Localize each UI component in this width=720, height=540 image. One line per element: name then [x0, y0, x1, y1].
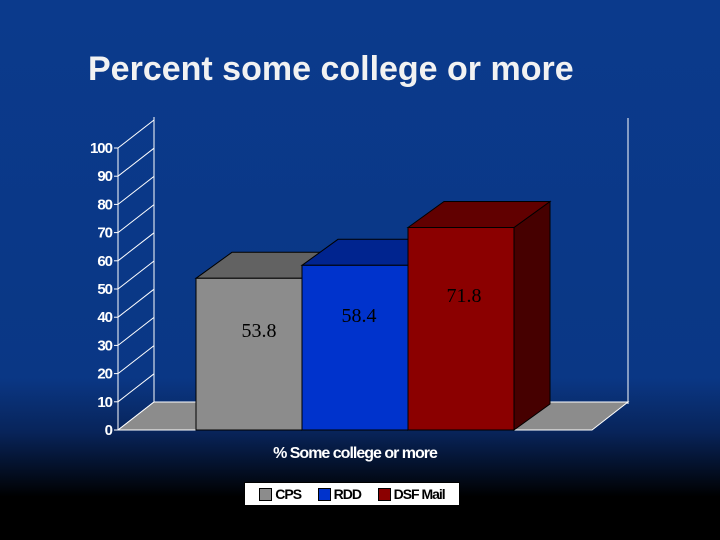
- grid-diagonal: [117, 345, 155, 374]
- chart-title: Percent some college or more: [88, 50, 574, 88]
- legend-swatch-cps: [259, 487, 273, 501]
- y-axis: 0 10 20 30 40 50 60 70 80 90 100: [90, 140, 119, 439]
- bar-side-face: [513, 200, 551, 431]
- grid-diagonal: [117, 260, 155, 290]
- y-tick-label: 10: [97, 394, 112, 411]
- legend-label-dsf-mail: DSF Mail: [393, 486, 446, 502]
- y-tick-label: 30: [97, 337, 112, 354]
- grid-diagonal: [117, 373, 155, 403]
- bar-front-face: [195, 277, 303, 431]
- grid-diagonal: [117, 119, 155, 149]
- y-tick-label: 100: [90, 140, 113, 157]
- y-tick-label: 90: [97, 168, 112, 185]
- y-tick-label: 60: [97, 253, 112, 270]
- bar-front-face: [301, 264, 409, 431]
- y-tick-label: 20: [97, 366, 112, 383]
- y-tick-label: 50: [97, 281, 112, 298]
- y-tick-label: 0: [105, 422, 113, 439]
- data-label-cps: 53.8: [242, 320, 277, 342]
- bar-dsf-mail: [406, 200, 552, 431]
- legend-swatch-rdd: [317, 487, 331, 501]
- legend-label-cps: CPS: [275, 486, 302, 502]
- bars: [194, 200, 552, 431]
- legend-swatch-dsf-mail: [377, 487, 391, 501]
- data-label-rdd: 58.4: [342, 305, 377, 327]
- y-tick-label: 70: [97, 225, 112, 242]
- grid-diagonal: [117, 147, 155, 177]
- legend-item-dsf-mail: DSF Mail: [377, 486, 446, 502]
- y-tick-label: 40: [97, 309, 112, 326]
- data-labels: 53.8 58.4 71.8: [242, 285, 482, 342]
- legend: CPS RDD DSF Mail: [244, 482, 460, 506]
- legend-item-cps: CPS: [259, 486, 302, 502]
- y-tick-label: 80: [97, 196, 112, 213]
- grid-diagonal: [117, 317, 155, 346]
- grid-diagonal: [117, 204, 155, 233]
- legend-item-rdd: RDD: [317, 486, 362, 502]
- bar-front-face: [407, 227, 515, 431]
- grid-diagonal: [117, 288, 155, 318]
- data-label-dsf-mail: 71.8: [447, 285, 482, 307]
- grid-diagonal: [117, 232, 155, 262]
- legend-label-rdd: RDD: [333, 486, 362, 502]
- x-axis-label: % Some college or more: [273, 445, 438, 462]
- grid-diagonal: [117, 176, 155, 205]
